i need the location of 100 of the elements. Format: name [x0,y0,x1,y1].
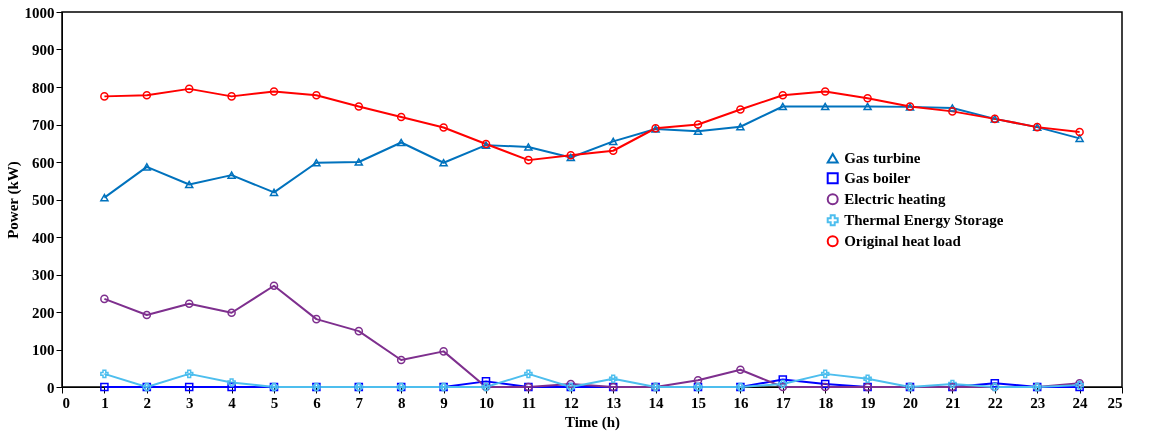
point [948,104,957,112]
point [778,90,788,100]
point [100,193,109,202]
x-tick-label: 24 [1072,394,1089,411]
y-tick-label: 200 [32,304,55,321]
point [354,326,364,336]
point [608,374,618,384]
point [524,369,533,379]
x-tick-label: 17 [775,394,792,411]
point [227,308,236,318]
point [354,158,364,166]
point [778,375,788,384]
x-tick-label: 20 [903,394,918,411]
point [778,102,788,111]
point [990,378,1000,388]
point [863,93,872,103]
x-tick-label: 5 [270,394,279,411]
legend-label: Electric heating [844,191,946,208]
point [100,382,109,392]
point [1075,127,1084,137]
point [142,310,152,320]
x-tick-label: 7 [355,394,364,411]
point [524,143,533,151]
legend-label: Thermal Energy Storage [844,212,1004,229]
point [396,138,406,147]
point [100,92,109,101]
point [269,188,279,197]
point [227,171,236,179]
point [184,369,194,379]
point [524,155,533,165]
x-axis-title: Time (h) [564,413,621,431]
x-tick-label: 1 [101,394,109,411]
point [820,87,830,96]
point [312,158,321,167]
point [100,294,109,304]
point [1075,134,1084,143]
point [312,90,321,100]
point [396,112,406,122]
y-tick-label: 0 [47,379,55,396]
point [227,382,236,392]
point [820,369,830,379]
point [184,84,194,94]
x-tick-label: 14 [648,394,665,411]
y-tick-label: 700 [32,117,55,133]
point [608,137,618,146]
y-tick-label: 100 [32,342,55,358]
x-tick-label: 6 [313,394,322,411]
point [142,163,152,171]
x-tick-label: 25 [1107,394,1123,411]
legend-label: Gas boiler [844,170,911,187]
point [439,123,448,132]
point [736,122,745,131]
x-tick-label: 10 [479,394,494,411]
point [481,377,491,386]
point [693,375,703,385]
x-tick-label: 13 [606,394,622,411]
x-tick-label: 2 [143,394,152,411]
point [693,120,703,129]
point [736,105,745,114]
point [312,314,321,324]
x-tick-label: 4 [228,394,237,411]
x-tick-label: 15 [691,394,706,411]
point [184,382,194,392]
point [736,365,745,375]
x-tick-label: 9 [440,394,448,411]
y-tick-label: 500 [32,192,55,208]
point [863,374,872,384]
point [142,90,152,100]
point [439,158,448,167]
point [948,107,957,116]
y-tick-label: 300 [32,267,55,283]
point [396,355,406,365]
point [863,102,872,111]
x-tick-label: 8 [397,394,406,411]
point [693,127,703,136]
point [227,378,236,387]
point [439,347,448,356]
y-tick-label: 1000 [24,4,55,21]
point [184,299,194,309]
point [269,281,279,291]
x-tick-label: 11 [521,394,536,411]
legend-label: Original heat load [844,233,962,250]
point [354,102,364,111]
x-tick-label: 19 [860,394,876,411]
x-tick-label: 16 [733,394,749,411]
x-tick-label: 12 [563,394,579,411]
y-tick-label: 600 [32,154,55,171]
legend-label: Gas turbine [844,150,921,167]
point [608,146,618,156]
x-tick-label: 22 [987,394,1003,411]
point [184,180,194,189]
x-tick-label: 0 [62,394,70,411]
point [269,87,279,96]
point [100,369,109,379]
y-tick-label: 400 [32,229,55,246]
x-tick-label: 23 [1030,394,1046,411]
point [227,92,236,101]
x-tick-label: 18 [818,394,834,411]
y-tick-label: 900 [32,42,55,58]
y-tick-label: 800 [32,79,55,96]
